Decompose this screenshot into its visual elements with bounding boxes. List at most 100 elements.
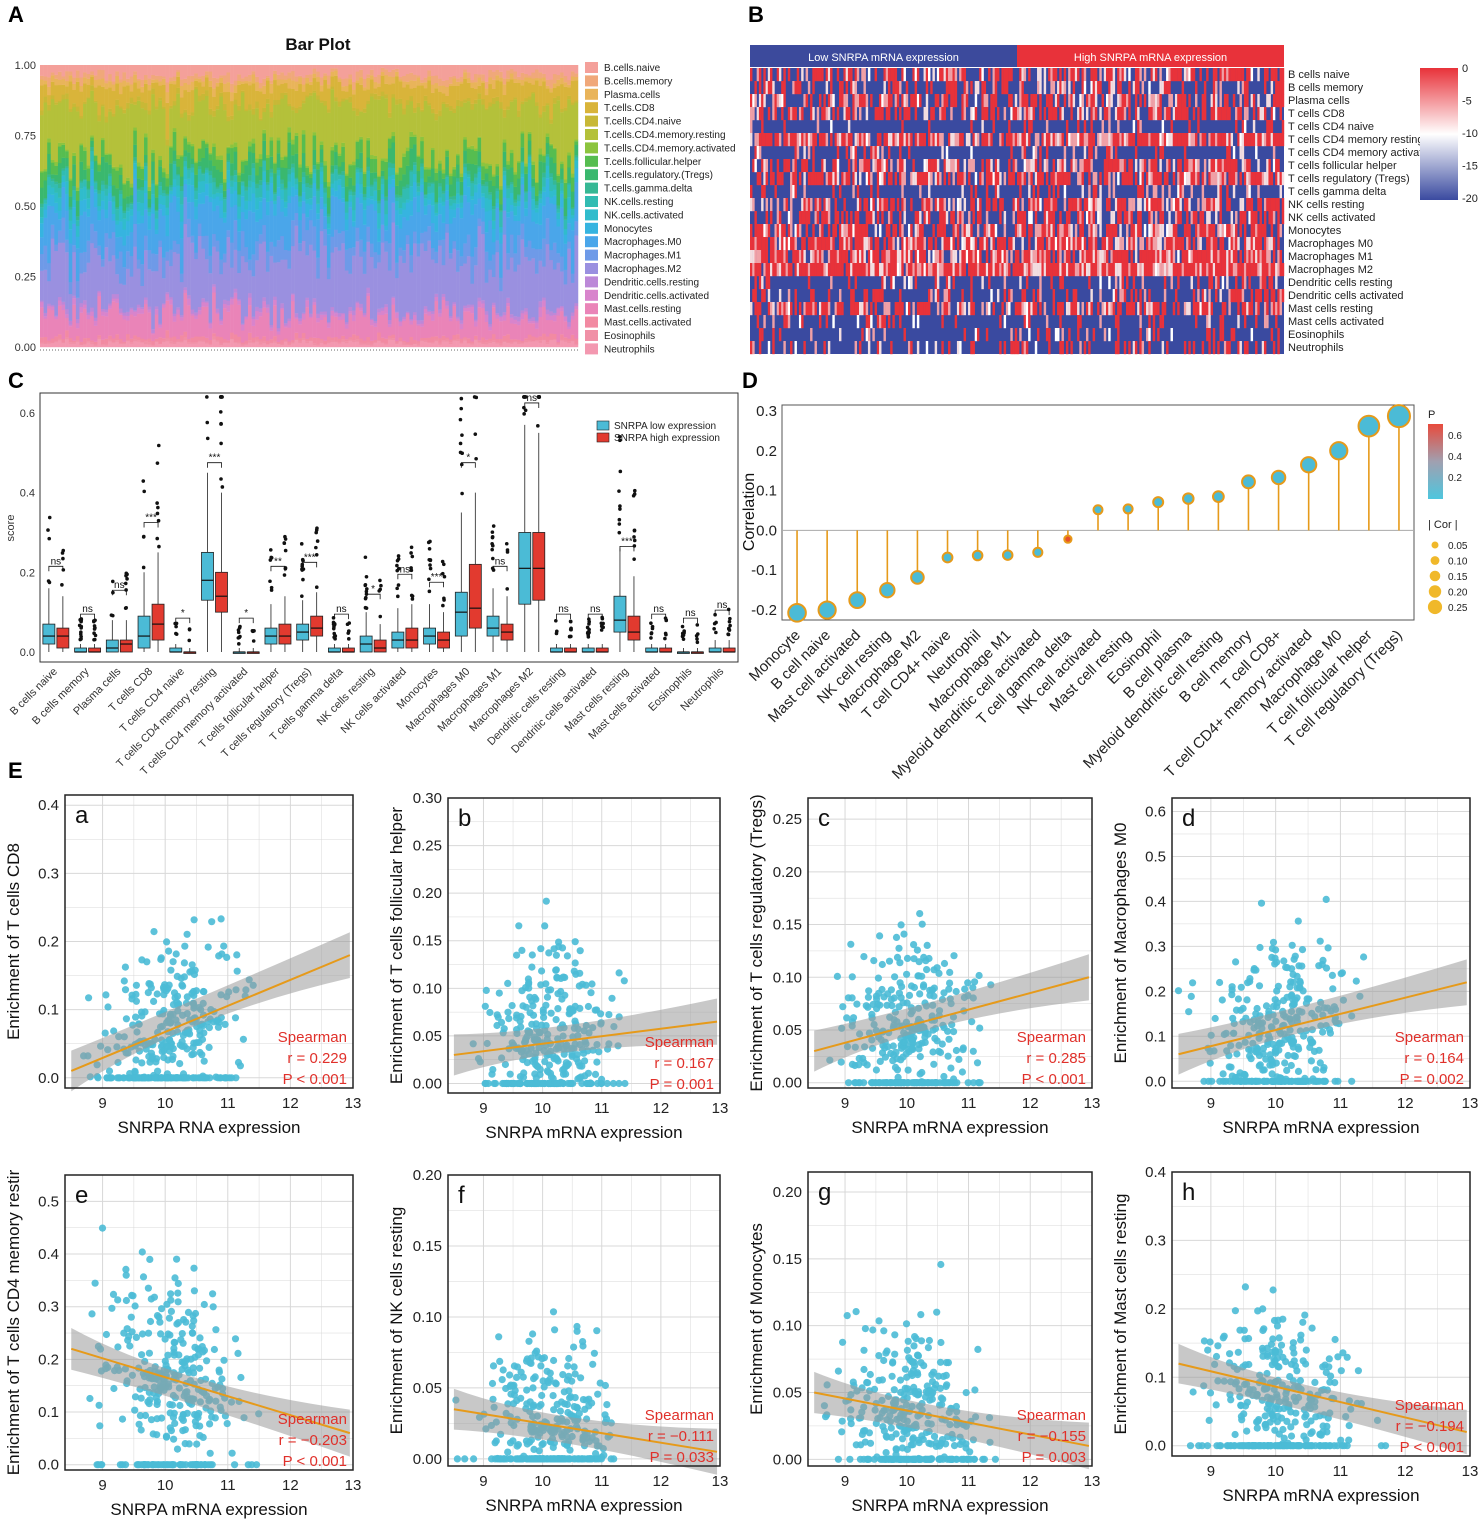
- heatmap-cell: [1134, 224, 1138, 238]
- bar-segment: [187, 298, 191, 306]
- bar-segment: [452, 217, 457, 242]
- heatmap-cell: [1154, 198, 1158, 212]
- bar-segment: [100, 259, 105, 267]
- bar-segment: [298, 65, 303, 76]
- bar-segment: [337, 250, 342, 314]
- bar-segment: [316, 278, 321, 314]
- bar-segment: [545, 309, 550, 315]
- bar-segment: [513, 340, 518, 343]
- bar-segment: [391, 69, 396, 78]
- heatmap-cell: [894, 68, 898, 82]
- bar-segment: [513, 78, 518, 83]
- heatmap-cell: [1126, 94, 1129, 108]
- bar-segment: [395, 99, 399, 105]
- heatmap-cell: [954, 133, 958, 147]
- bar-segment: [312, 343, 317, 346]
- bar-segment: [90, 161, 95, 170]
- bar-segment: [352, 314, 356, 322]
- bar-segment: [359, 307, 364, 311]
- bar-segment: [355, 335, 360, 340]
- bar-segment: [208, 65, 213, 72]
- bar-segment: [538, 224, 543, 250]
- heatmap-cell: [914, 81, 918, 95]
- bar-segment: [344, 339, 349, 342]
- bar-segment: [488, 269, 493, 325]
- bar-segment: [93, 79, 98, 88]
- bar-segment: [298, 83, 303, 107]
- heatmap-cell: [1019, 107, 1022, 121]
- bar-segment: [305, 338, 310, 342]
- heatmap-cell: [1250, 133, 1254, 147]
- bar-segment: [441, 169, 446, 174]
- heatmap-cell: [1032, 107, 1036, 121]
- heatmap-cell: [1110, 211, 1113, 225]
- bar-segment: [111, 65, 116, 82]
- bar-segment: [563, 341, 568, 348]
- bar-segment: [269, 140, 274, 157]
- bar-segment: [79, 345, 84, 348]
- heatmap-cell: [754, 133, 757, 147]
- heatmap-cell: [761, 107, 764, 121]
- bar-segment: [531, 320, 536, 324]
- bar-segment: [240, 81, 245, 84]
- bar-segment: [251, 163, 256, 169]
- bar-segment: [226, 146, 231, 149]
- bar-segment: [395, 197, 399, 202]
- heatmap-cell: [1117, 159, 1120, 173]
- heatmap-cell: [950, 68, 953, 82]
- heatmap-cell: [999, 211, 1002, 225]
- group-label-high: High SNRPA mRNA expression: [1074, 52, 1227, 64]
- heatmap-cell: [1215, 211, 1218, 225]
- bar-segment: [226, 91, 231, 117]
- bar-segment: [341, 243, 346, 313]
- heatmap-cell: [805, 68, 809, 82]
- bar-segment: [276, 262, 281, 329]
- heatmap-cell: [901, 94, 904, 108]
- bar-segment: [398, 207, 403, 215]
- heatmap-cell: [1266, 159, 1269, 173]
- heatmap-cell: [821, 107, 824, 121]
- bar-segment: [574, 160, 579, 169]
- bar-segment: [190, 81, 195, 91]
- heatmap-cell: [823, 198, 826, 212]
- heatmap-cell: [1268, 211, 1271, 225]
- bar-segment: [499, 315, 503, 318]
- bar-segment: [484, 108, 489, 111]
- heatmap-cell: [1119, 107, 1122, 121]
- bar-segment: [463, 243, 468, 264]
- bar-segment: [65, 337, 69, 340]
- heatmap-cell: [763, 172, 766, 186]
- heatmap-cell: [1037, 224, 1040, 238]
- heatmap-cell: [1272, 68, 1276, 82]
- heatmap-cell: [1059, 68, 1062, 82]
- bar-segment: [287, 250, 292, 269]
- heatmap-cell: [1019, 224, 1022, 238]
- bar-segment: [283, 327, 288, 339]
- bar-segment: [402, 156, 407, 175]
- bar-segment: [301, 201, 306, 214]
- bar-segment: [445, 339, 450, 342]
- bar-segment: [161, 78, 166, 85]
- heatmap-cell: [901, 133, 904, 147]
- heatmap-cell: [1070, 107, 1073, 121]
- bar-segment: [481, 208, 485, 222]
- bar-segment: [570, 208, 575, 216]
- bar-segment: [187, 120, 191, 142]
- bar-segment: [61, 181, 66, 188]
- heatmap-cell: [870, 172, 873, 186]
- bar-segment: [230, 144, 234, 149]
- heatmap-cell: [899, 211, 902, 225]
- bar-segment: [527, 77, 532, 84]
- y-tick-label: 0.25: [15, 272, 36, 284]
- heatmap-cell: [1074, 133, 1078, 147]
- heatmap-cell: [805, 94, 809, 108]
- bar-segment: [545, 154, 550, 157]
- bar-segment: [567, 197, 572, 210]
- bar-segment: [136, 178, 141, 189]
- bar-segment: [212, 88, 216, 97]
- bar-segment: [348, 79, 353, 85]
- bar-segment: [416, 324, 421, 326]
- bar-segment: [265, 312, 270, 341]
- bar-segment: [341, 341, 346, 348]
- bar-segment: [194, 318, 199, 337]
